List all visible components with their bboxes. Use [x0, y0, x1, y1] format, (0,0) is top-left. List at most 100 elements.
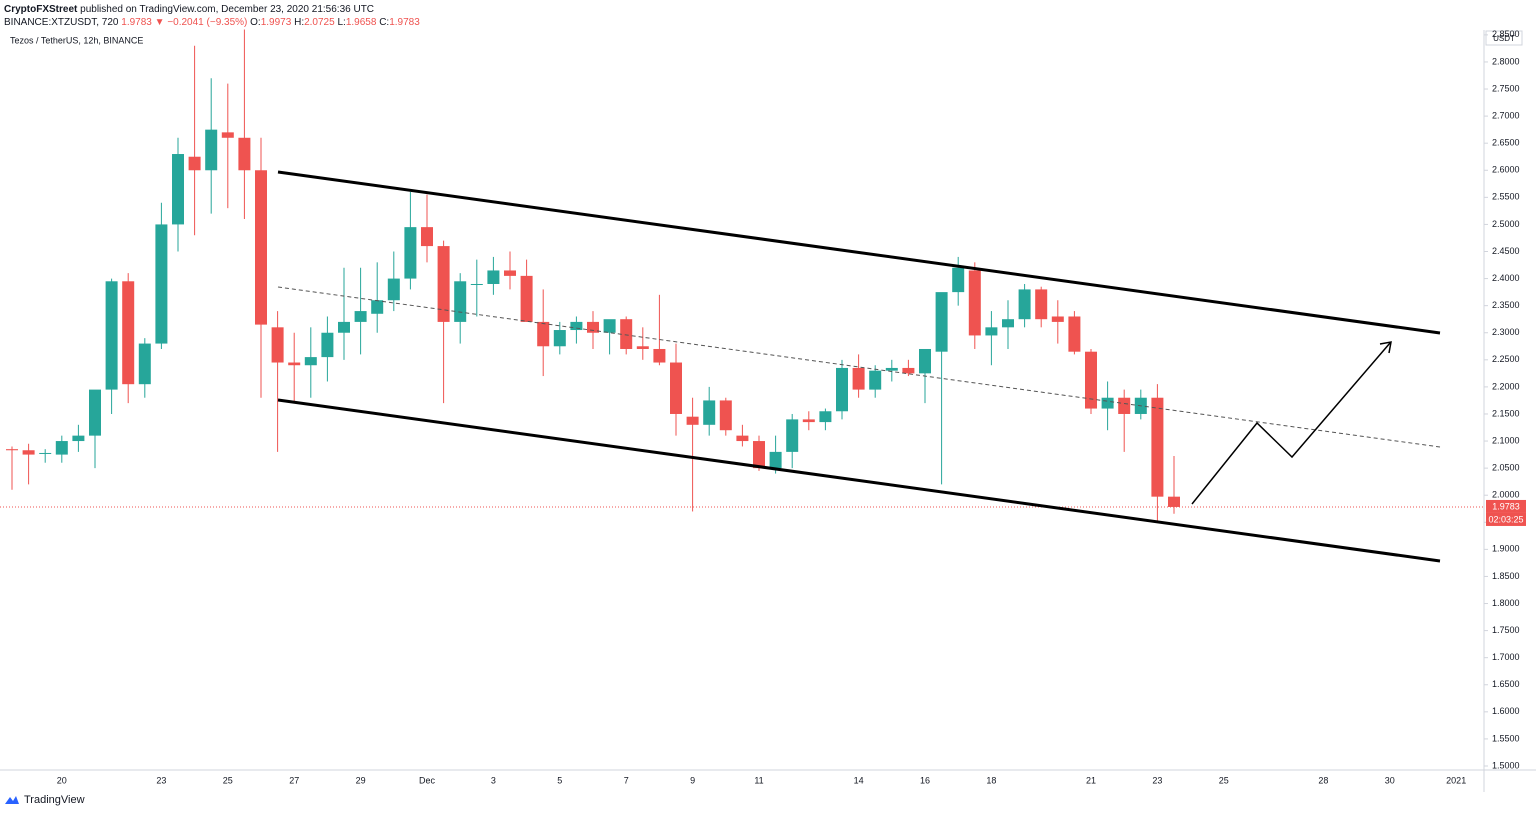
candle-body [105, 281, 118, 390]
logo [5, 796, 19, 804]
channel-lower [277, 398, 1441, 563]
candle-body [703, 400, 716, 425]
x-tick-label: Dec [419, 775, 436, 785]
candle-body [819, 411, 832, 423]
x-tick-label: 2021 [1446, 775, 1466, 785]
candle-body [238, 137, 251, 171]
x-tick-label: 29 [356, 775, 366, 785]
candle-body [371, 300, 384, 314]
y-tick-label: 2.4000 [1492, 273, 1520, 283]
candle-body [570, 321, 583, 331]
last-price-tag [1486, 499, 1526, 513]
y-tick-label: 2.7500 [1492, 83, 1520, 93]
y-tick-label: 1.5000 [1492, 760, 1520, 770]
symbol: BINANCE:XTZUSDT, 720 [4, 17, 119, 28]
candle-body [138, 343, 151, 385]
y-tick-label: 2.6000 [1492, 165, 1520, 175]
candle-body [968, 270, 981, 336]
y-tick-label: 1.6500 [1492, 679, 1520, 689]
candle-body [1151, 397, 1164, 497]
candle-body [736, 435, 749, 442]
x-tick-label: 23 [1152, 775, 1162, 785]
ohlc-value: 1.9973 [260, 17, 292, 28]
candle-body [753, 441, 765, 469]
candle-body [1118, 397, 1131, 414]
candle-body [1101, 397, 1114, 409]
candle-body [404, 227, 417, 279]
candle-body [255, 170, 267, 325]
countdown: 02:03:25 [1488, 514, 1523, 524]
candle-body [470, 283, 483, 285]
candle-body [587, 321, 599, 333]
projection-arrow [1191, 342, 1391, 505]
y-tick-label: 2.7000 [1492, 110, 1520, 120]
candle-body [985, 327, 998, 336]
x-tick-label: 21 [1086, 775, 1096, 785]
candle-body [487, 270, 500, 284]
ohlc-value: 1.9658 [345, 17, 377, 28]
candle-body [719, 400, 732, 431]
x-tick-label: 25 [223, 775, 233, 785]
y-tick-label: 1.7500 [1492, 625, 1520, 635]
candle-body [869, 370, 882, 390]
candle-body [271, 327, 284, 363]
currency: USDT [1493, 34, 1515, 43]
x-tick-label: 30 [1385, 775, 1395, 785]
ohlc-label: C: [379, 17, 390, 28]
candle-body [620, 319, 633, 349]
last-price-label: 1.9783 [1492, 501, 1520, 511]
publisher: CryptoFXStreet [4, 4, 78, 15]
ohlc-value: 2.0725 [304, 17, 335, 28]
candle-body [221, 132, 234, 138]
candle-body [288, 362, 301, 366]
candle-body [304, 357, 317, 366]
y-tick-label: 2.2000 [1492, 381, 1520, 391]
candle-body [205, 129, 218, 171]
channel-upper [277, 170, 1441, 335]
y-tick-label: 2.1500 [1492, 408, 1520, 418]
candle-body [437, 246, 450, 322]
candle-body [836, 367, 848, 412]
x-tick-label: 18 [986, 775, 996, 785]
countdown-tag [1486, 512, 1526, 526]
x-tick-label: 28 [1318, 775, 1328, 785]
candle-body [520, 275, 533, 322]
x-tick-label: 16 [920, 775, 930, 785]
candle-body [188, 156, 201, 171]
candle-body [653, 348, 666, 363]
arrow-head [1379, 341, 1392, 354]
y-tick-label: 1.5500 [1492, 733, 1520, 743]
candle-body [902, 367, 915, 374]
candle-body [952, 267, 965, 293]
y-tick-label: 2.6500 [1492, 138, 1520, 148]
last-price: 1.9783 [121, 17, 152, 28]
candle-body [919, 348, 931, 374]
y-tick-label: 2.3000 [1492, 327, 1520, 337]
candle-body [387, 278, 400, 301]
candle-body [39, 452, 52, 454]
publish-line: CryptoFXStreet published on TradingView.… [4, 3, 420, 16]
ohlc-label: L: [337, 17, 346, 28]
candle-body [321, 332, 334, 358]
x-tick-label: 25 [1219, 775, 1229, 785]
candle-body [852, 367, 865, 390]
y-tick-label: 1.9000 [1492, 544, 1520, 554]
y-tick-label: 2.1000 [1492, 435, 1520, 445]
x-tick-label: 9 [690, 775, 695, 785]
brand: TradingView [24, 794, 85, 806]
symbol-line: BINANCE:XTZUSDT, 720 1.9783 ▼ −0.2041 (−… [4, 16, 420, 29]
candle-body [155, 224, 168, 344]
candle-body [885, 367, 898, 371]
ohlc-label: H: [294, 17, 305, 28]
candle-body [72, 435, 85, 442]
x-tick-label: 7 [624, 775, 629, 785]
candle-body [55, 441, 68, 455]
candle-body [22, 450, 35, 455]
ohlc-label: O: [250, 17, 261, 28]
y-tick-label: 2.5500 [1492, 192, 1520, 202]
y-tick-label: 2.8000 [1492, 56, 1520, 66]
x-tick-label: 14 [854, 775, 864, 785]
candle-body [1085, 351, 1097, 409]
change: ▼ −0.2041 (−9.35%) [154, 17, 248, 28]
candle-body [670, 362, 682, 414]
